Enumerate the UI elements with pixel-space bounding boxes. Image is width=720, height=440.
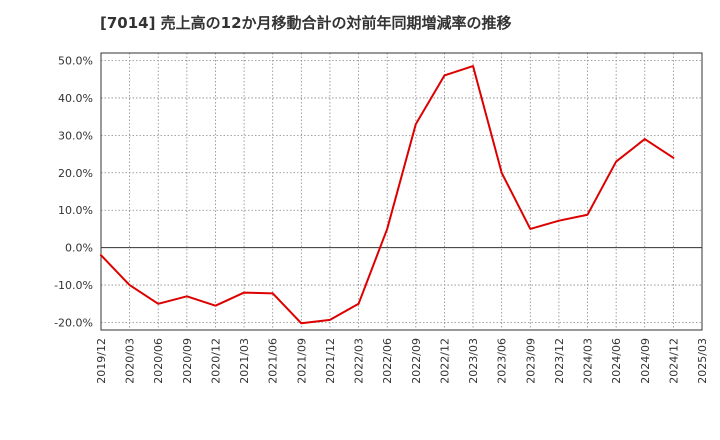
x-tick-label: 2022/03 <box>353 338 366 384</box>
series-layer <box>100 65 675 325</box>
y-tick-label: -20.0% <box>54 317 93 330</box>
x-tick-label: 2020/12 <box>209 338 222 384</box>
y-tick-label: 10.0% <box>58 204 93 217</box>
x-tick-label: 2020/09 <box>181 338 194 384</box>
x-tick-label: 2024/12 <box>667 338 680 384</box>
y-tick-label: 50.0% <box>58 54 93 67</box>
y-tick-label: 0.0% <box>65 242 93 255</box>
x-tick-label: 2021/12 <box>324 338 337 384</box>
axis-layer <box>100 52 703 331</box>
x-tick-label: 2023/03 <box>467 338 480 384</box>
grid-layer <box>100 53 703 330</box>
y-axis-labels: 50.0% 40.0% 30.0% 20.0% 10.0% 0.0% -10.0% -20.0… <box>54 54 93 329</box>
x-tick-label: 2021/09 <box>295 338 308 384</box>
plot-frame <box>100 52 703 331</box>
x-tick-label: 2024/06 <box>610 338 623 384</box>
x-tick-label: 2024/09 <box>639 338 652 384</box>
x-tick-label: 2023/06 <box>496 338 509 384</box>
x-tick-label: 2022/06 <box>381 338 394 384</box>
y-tick-label: 20.0% <box>58 167 93 180</box>
x-tick-label: 2024/03 <box>582 338 595 384</box>
x-tick-label: 2023/09 <box>524 338 537 384</box>
chart-title: [7014] 売上高の12か月移動合計の対前年同期増減率の推移 <box>100 14 512 32</box>
y-tick-label: -10.0% <box>54 279 93 292</box>
x-tick-label: 2021/03 <box>238 338 251 384</box>
x-tick-label: 2022/09 <box>410 338 423 384</box>
x-tick-label: 2021/06 <box>267 338 280 384</box>
y-tick-label: 30.0% <box>58 129 93 142</box>
x-axis-labels: 2019/12 2020/03 2020/06 2020/09 2020/12 2021/… <box>95 338 709 384</box>
x-tick-label: 2023/12 <box>553 338 566 384</box>
x-tick-label: 2022/12 <box>438 338 451 384</box>
x-tick-label: 2019/12 <box>95 338 108 384</box>
x-tick-label: 2020/06 <box>152 338 165 384</box>
x-tick-label: 2025/03 <box>696 338 709 384</box>
x-tick-label: 2020/03 <box>124 338 137 384</box>
y-tick-label: 40.0% <box>58 92 93 105</box>
